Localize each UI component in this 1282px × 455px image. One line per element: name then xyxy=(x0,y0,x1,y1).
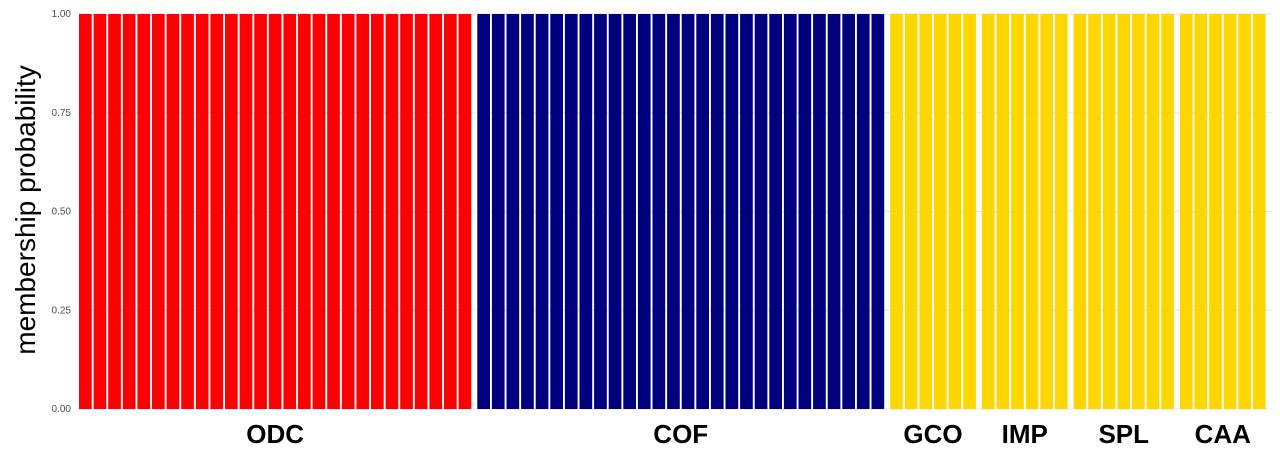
bar-cof xyxy=(696,14,709,409)
bar-odc xyxy=(371,14,384,409)
bar-imp xyxy=(981,14,995,409)
bar-odc xyxy=(122,14,136,409)
bar-imp xyxy=(1025,14,1039,409)
bar-spl xyxy=(1073,14,1087,409)
bar-odc xyxy=(108,14,121,409)
bar-odc xyxy=(268,14,282,409)
bar-cof xyxy=(842,14,855,409)
bar-cof xyxy=(754,14,768,409)
bar-cof xyxy=(535,14,549,409)
bar-cof xyxy=(769,14,782,409)
bar-cof xyxy=(550,14,563,409)
bar-cof xyxy=(608,14,622,409)
bar-odc xyxy=(137,14,151,409)
y-axis-title-wrap: membership probability xyxy=(6,10,46,410)
bar-odc xyxy=(254,14,267,409)
y-tick-label: 1.00 xyxy=(52,9,72,20)
bar-cof xyxy=(623,14,636,409)
bar-caa xyxy=(1223,14,1237,409)
bar-caa xyxy=(1238,14,1251,409)
bar-gco xyxy=(948,14,962,409)
bar-odc xyxy=(166,14,180,409)
bar-cof xyxy=(637,14,651,409)
bar-odc xyxy=(327,14,340,409)
bar-odc xyxy=(356,14,370,409)
y-tick-label: 0.50 xyxy=(52,207,72,218)
bar-gco xyxy=(919,14,933,409)
bar-spl xyxy=(1088,14,1101,409)
bar-cof xyxy=(521,14,534,409)
bar-cof xyxy=(827,14,841,409)
bar-gco xyxy=(904,14,918,409)
bar-imp xyxy=(996,14,1010,409)
bar-cof xyxy=(813,14,826,409)
bar-cof xyxy=(740,14,753,409)
bar-odc xyxy=(93,14,107,409)
bar-odc xyxy=(298,14,311,409)
bar-odc xyxy=(152,14,165,409)
bar-spl xyxy=(1161,14,1174,409)
bar-gco xyxy=(934,14,947,409)
group-label-imp: IMP xyxy=(1002,419,1048,449)
bar-spl xyxy=(1117,14,1131,409)
bar-cof xyxy=(871,14,885,409)
bar-odc xyxy=(210,14,224,409)
bar-gco xyxy=(963,14,976,409)
bar-gco xyxy=(890,14,903,409)
bar-odc xyxy=(385,14,399,409)
group-label-caa: CAA xyxy=(1195,419,1252,449)
bar-cof xyxy=(506,14,520,409)
y-tick-label: 0.25 xyxy=(52,305,72,316)
bar-odc xyxy=(400,14,413,409)
bar-odc xyxy=(195,14,209,409)
bar-imp xyxy=(1040,14,1053,409)
bar-cof xyxy=(652,14,666,409)
bar-caa xyxy=(1252,14,1266,409)
bar-spl xyxy=(1102,14,1116,409)
group-label-odc: ODC xyxy=(246,419,304,449)
bar-odc xyxy=(341,14,355,409)
bar-cof xyxy=(667,14,680,409)
bar-spl xyxy=(1146,14,1160,409)
bar-odc xyxy=(239,14,253,409)
bar-caa xyxy=(1179,14,1193,409)
y-tick-label: 0.75 xyxy=(52,108,72,119)
bar-odc xyxy=(283,14,297,409)
bar-cof xyxy=(725,14,739,409)
group-label-cof: COF xyxy=(653,419,708,449)
bar-cof xyxy=(564,14,578,409)
bar-odc xyxy=(429,14,443,409)
bar-odc xyxy=(181,14,194,409)
y-tick-label: 0.00 xyxy=(52,404,72,415)
bar-odc xyxy=(312,14,326,409)
bar-cof xyxy=(477,14,490,409)
bar-imp xyxy=(1054,14,1068,409)
bar-cof xyxy=(681,14,695,409)
bar-spl xyxy=(1132,14,1145,409)
y-axis-title: membership probability xyxy=(10,65,41,355)
bar-cof xyxy=(783,14,797,409)
bar-odc xyxy=(444,14,457,409)
bar-odc xyxy=(225,14,238,409)
bar-odc xyxy=(79,14,92,409)
bar-cof xyxy=(710,14,724,409)
bar-cof xyxy=(491,14,505,409)
bar-odc xyxy=(458,14,472,409)
bar-cof xyxy=(798,14,812,409)
bar-cof xyxy=(594,14,607,409)
bar-caa xyxy=(1194,14,1208,409)
bar-cof xyxy=(579,14,593,409)
bar-imp xyxy=(1011,14,1024,409)
bar-caa xyxy=(1209,14,1222,409)
group-label-spl: SPL xyxy=(1098,419,1149,449)
bar-cof xyxy=(856,14,870,409)
bar-odc xyxy=(414,14,428,409)
group-label-gco: GCO xyxy=(903,419,962,449)
